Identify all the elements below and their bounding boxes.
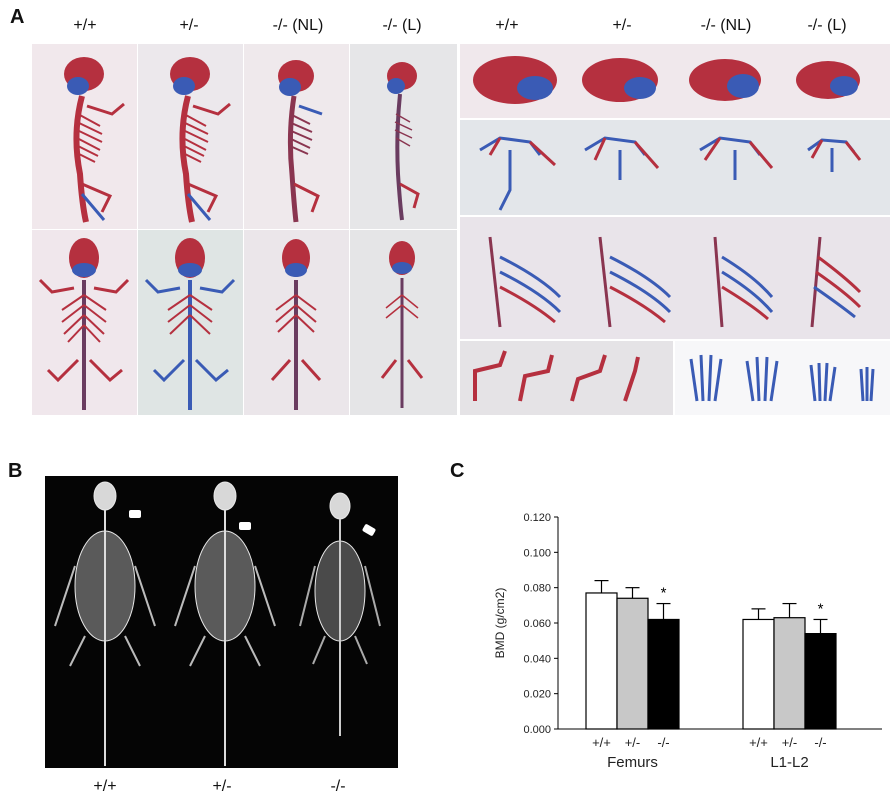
genotype-label: -/- (L) <box>807 17 847 34</box>
x-group-label: Femurs <box>607 754 658 771</box>
ribcage-row <box>460 217 890 339</box>
xray-image <box>45 476 398 768</box>
y-tick-label: 0.080 <box>523 583 551 595</box>
xray-genotype-label: +/+ <box>93 778 117 795</box>
skeleton-lateral-het <box>138 44 243 229</box>
skeleton-dorsal-het <box>138 230 243 415</box>
skeleton-dorsal-ko-l <box>350 230 457 415</box>
y-axis-label: BMD (g/cm2) <box>493 588 507 659</box>
hindlimb-row <box>460 341 673 415</box>
bar <box>585 592 618 730</box>
skeleton-lateral-wt <box>32 44 137 229</box>
genotype-label: -/- (NL) <box>272 17 324 34</box>
bar <box>647 618 680 730</box>
y-tick-label: 0.120 <box>523 512 551 524</box>
y-tick-label: 0.040 <box>523 653 551 665</box>
xray-genotype-label: +/- <box>212 778 232 795</box>
genotype-label: +/- <box>179 17 199 34</box>
y-tick-label: 0.020 <box>523 689 551 701</box>
significance-marker: * <box>818 600 824 617</box>
x-category-label: -/- <box>657 735 669 750</box>
skeleton-detail-grid <box>460 44 890 415</box>
skeleton-dorsal-ko-nl <box>244 230 349 415</box>
panel-c-letter: C <box>450 460 465 482</box>
x-category-label: +/- <box>782 735 798 750</box>
x-category-label: +/+ <box>749 735 768 750</box>
y-tick-label: 0.000 <box>523 724 551 736</box>
genotype-label: +/+ <box>495 17 519 34</box>
bar <box>616 597 649 730</box>
panel-b-letter: B <box>8 460 23 482</box>
chart-bars <box>585 579 837 730</box>
bar <box>804 633 837 730</box>
paw-row <box>675 341 890 415</box>
panel-a-letter: A <box>10 6 25 28</box>
x-category-label: +/- <box>625 735 641 750</box>
whole-skeleton-grid <box>32 44 457 415</box>
skeleton-lateral-ko-nl <box>244 44 349 229</box>
skeleton-lateral-ko-l <box>350 44 457 229</box>
bar <box>773 617 806 730</box>
xray-genotype-label: -/- <box>330 778 346 795</box>
significance-marker: * <box>661 585 667 602</box>
genotype-label: +/- <box>612 17 632 34</box>
skull-row <box>460 44 890 118</box>
genotype-label: +/+ <box>73 17 97 34</box>
bmd-bar-chart: 0.000 0.020 0.040 0.060 0.080 0.100 0.120 BMD (… <box>493 512 882 771</box>
genotype-label: -/- (L) <box>382 17 422 34</box>
bar <box>742 618 775 730</box>
x-group-label: L1-L2 <box>770 754 808 771</box>
y-tick-label: 0.100 <box>523 547 551 559</box>
genotype-label: -/- (NL) <box>700 17 752 34</box>
limb-girdle-row <box>460 120 890 215</box>
y-tick-label: 0.060 <box>523 618 551 630</box>
chart-labels: 0.000 0.020 0.040 0.060 0.080 0.100 0.120 BMD (… <box>493 512 827 771</box>
x-category-label: -/- <box>814 735 826 750</box>
x-category-label: +/+ <box>592 735 611 750</box>
skeleton-dorsal-wt <box>32 230 137 415</box>
